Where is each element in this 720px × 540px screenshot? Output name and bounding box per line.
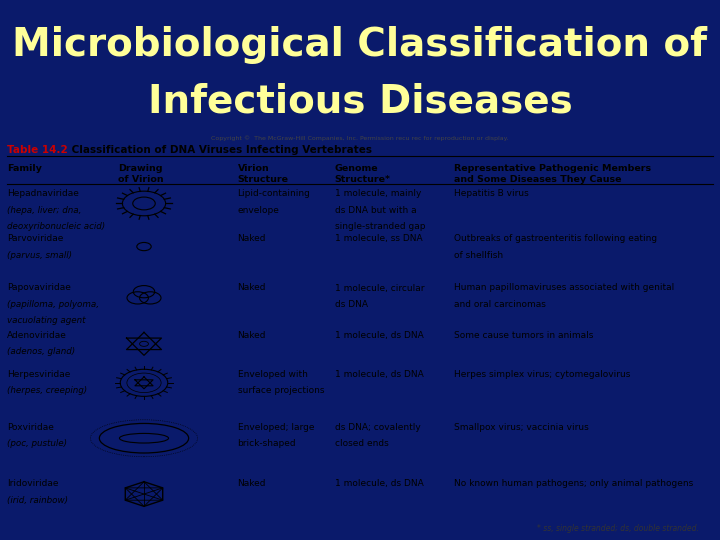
Text: (hepa, liver; dna,: (hepa, liver; dna,: [7, 206, 81, 214]
Text: 1 molecule, circular: 1 molecule, circular: [335, 284, 424, 293]
Text: Enveloped with: Enveloped with: [238, 370, 307, 379]
Text: Virion
Structure: Virion Structure: [238, 165, 289, 184]
Text: * ss, single stranded; ds, double stranded.: * ss, single stranded; ds, double strand…: [536, 524, 698, 532]
Text: Enveloped; large: Enveloped; large: [238, 423, 314, 432]
Text: No known human pathogens; only animal pathogens: No known human pathogens; only animal pa…: [454, 480, 693, 488]
Text: Classification of DNA Viruses Infecting Vertebrates: Classification of DNA Viruses Infecting …: [68, 145, 372, 155]
Text: envelope: envelope: [238, 206, 279, 214]
Text: and oral carcinomas: and oral carcinomas: [454, 300, 546, 309]
Text: vacuolating agent: vacuolating agent: [7, 316, 86, 325]
Text: Human papillomaviruses associated with genital: Human papillomaviruses associated with g…: [454, 284, 674, 293]
Text: ds DNA: ds DNA: [335, 300, 368, 309]
Text: closed ends: closed ends: [335, 440, 389, 448]
Text: 1 molecule, ds DNA: 1 molecule, ds DNA: [335, 330, 423, 340]
Text: 1 molecule, ds DNA: 1 molecule, ds DNA: [335, 480, 423, 488]
Text: (papilloma, polyoma,: (papilloma, polyoma,: [7, 300, 99, 309]
Text: Some cause tumors in animals: Some cause tumors in animals: [454, 330, 593, 340]
Text: single-stranded gap: single-stranded gap: [335, 222, 426, 231]
Text: Hepadnaviridae: Hepadnaviridae: [7, 189, 79, 198]
Text: brick-shaped: brick-shaped: [238, 440, 296, 448]
Text: Infectious Diseases: Infectious Diseases: [148, 82, 572, 120]
Text: Outbreaks of gastroenteritis following eating: Outbreaks of gastroenteritis following e…: [454, 234, 657, 243]
Text: Naked: Naked: [238, 284, 266, 293]
Text: 1 molecule, ss DNA: 1 molecule, ss DNA: [335, 234, 423, 243]
Text: Genome
Structure*: Genome Structure*: [335, 165, 391, 184]
Text: Hepatitis B virus: Hepatitis B virus: [454, 189, 528, 198]
Text: Herpes simplex virus; cytomegalovirus: Herpes simplex virus; cytomegalovirus: [454, 370, 630, 379]
Text: Iridoviridae: Iridoviridae: [7, 480, 59, 488]
Text: Table 14.2: Table 14.2: [7, 145, 68, 155]
Text: Adenoviridae: Adenoviridae: [7, 330, 67, 340]
Text: Lipid-containing: Lipid-containing: [238, 189, 310, 198]
Text: deoxyribonucleic acid): deoxyribonucleic acid): [7, 222, 105, 231]
Text: Naked: Naked: [238, 480, 266, 488]
Text: Naked: Naked: [238, 330, 266, 340]
Text: Papovaviridae: Papovaviridae: [7, 284, 71, 293]
Text: 1 molecule, ds DNA: 1 molecule, ds DNA: [335, 370, 423, 379]
Text: of shellfish: of shellfish: [454, 251, 503, 260]
Text: Naked: Naked: [238, 234, 266, 243]
Text: 1 molecule, mainly: 1 molecule, mainly: [335, 189, 421, 198]
Text: (herpes, creeping): (herpes, creeping): [7, 386, 87, 395]
Text: Drawing
of Virion: Drawing of Virion: [117, 165, 163, 184]
Text: Herpesviridae: Herpesviridae: [7, 370, 71, 379]
Text: Poxviridae: Poxviridae: [7, 423, 54, 432]
Text: Representative Pathogenic Members
and Some Diseases They Cause: Representative Pathogenic Members and So…: [454, 165, 651, 184]
Text: (adenos, gland): (adenos, gland): [7, 347, 76, 356]
Text: (irid, rainbow): (irid, rainbow): [7, 496, 68, 505]
Text: (parvus, small): (parvus, small): [7, 251, 72, 260]
Text: Family: Family: [7, 165, 42, 173]
Text: Parvoviridae: Parvoviridae: [7, 234, 63, 243]
Text: ds DNA; covalently: ds DNA; covalently: [335, 423, 420, 432]
Text: Smallpox virus; vaccinia virus: Smallpox virus; vaccinia virus: [454, 423, 588, 432]
Text: Microbiological Classification of: Microbiological Classification of: [12, 26, 708, 64]
Text: (poc, pustule): (poc, pustule): [7, 440, 67, 448]
Text: Copyright ©  The McGraw-Hill Companies, Inc. Permission recu rec for reproductio: Copyright © The McGraw-Hill Companies, I…: [211, 136, 509, 141]
Text: ds DNA but with a: ds DNA but with a: [335, 206, 416, 214]
Text: surface projections: surface projections: [238, 386, 324, 395]
